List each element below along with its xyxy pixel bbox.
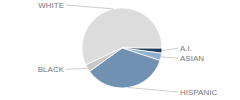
slice-label: WHITE xyxy=(38,1,64,10)
chart-container: WHITE A.I.ASIAN HISPANIC BLACK xyxy=(0,0,240,100)
slices xyxy=(82,8,162,88)
leader-line xyxy=(66,68,88,69)
slice-label: ASIAN xyxy=(180,54,204,63)
labels: WHITE A.I.ASIAN HISPANIC BLACK xyxy=(38,1,218,97)
pie-slice xyxy=(90,48,160,88)
leader-line xyxy=(66,5,113,9)
leader-line xyxy=(161,57,178,58)
slice-label: HISPANIC xyxy=(180,88,217,97)
pie-chart: WHITE A.I.ASIAN HISPANIC BLACK xyxy=(0,0,240,100)
slice-label: A.I. xyxy=(180,44,192,53)
leader-line xyxy=(128,88,178,92)
pie-slice xyxy=(86,48,122,71)
slice-label: BLACK xyxy=(38,65,65,74)
leader-line xyxy=(162,48,178,50)
